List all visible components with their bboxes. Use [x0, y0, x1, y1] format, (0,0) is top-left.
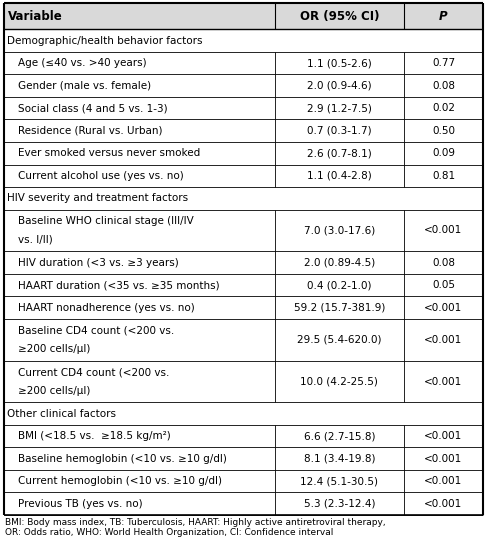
- Text: 2.6 (0.7-8.1): 2.6 (0.7-8.1): [307, 148, 372, 158]
- Text: <0.001: <0.001: [424, 225, 463, 235]
- Text: 0.08: 0.08: [432, 80, 455, 91]
- Bar: [4, 447, 483, 470]
- Text: Demographic/health behavior factors: Demographic/health behavior factors: [7, 36, 203, 45]
- Text: <0.001: <0.001: [424, 302, 463, 313]
- Text: 2.9 (1.2-7.5): 2.9 (1.2-7.5): [307, 103, 372, 113]
- Text: 59.2 (15.7-381.9): 59.2 (15.7-381.9): [294, 302, 385, 313]
- Bar: [4, 492, 483, 515]
- Text: Gender (male vs. female): Gender (male vs. female): [18, 80, 151, 91]
- Text: BMI (<18.5 vs.  ≥18.5 kg/m²): BMI (<18.5 vs. ≥18.5 kg/m²): [18, 431, 171, 441]
- Bar: [4, 210, 483, 251]
- Bar: [4, 187, 483, 210]
- Text: ≥200 cells/µl): ≥200 cells/µl): [18, 386, 91, 395]
- Bar: [4, 97, 483, 119]
- Bar: [4, 165, 483, 187]
- Text: Ever smoked versus never smoked: Ever smoked versus never smoked: [18, 148, 200, 158]
- Text: 0.08: 0.08: [432, 258, 455, 267]
- Text: 2.0 (0.89-4.5): 2.0 (0.89-4.5): [304, 258, 375, 267]
- Text: Current hemoglobin (<10 vs. ≥10 g/dl): Current hemoglobin (<10 vs. ≥10 g/dl): [18, 476, 222, 486]
- Text: 0.02: 0.02: [432, 103, 455, 113]
- Text: Age (≤40 vs. >40 years): Age (≤40 vs. >40 years): [18, 58, 147, 68]
- Bar: [4, 119, 483, 142]
- Text: <0.001: <0.001: [424, 335, 463, 345]
- Text: Previous TB (yes vs. no): Previous TB (yes vs. no): [18, 499, 143, 509]
- Bar: [4, 251, 483, 274]
- Text: 0.05: 0.05: [432, 280, 455, 290]
- Bar: [4, 360, 483, 403]
- Bar: [4, 403, 483, 425]
- Text: Residence (Rural vs. Urban): Residence (Rural vs. Urban): [18, 126, 163, 136]
- Text: 0.09: 0.09: [432, 148, 455, 158]
- Text: 0.77: 0.77: [432, 58, 455, 68]
- Bar: [4, 425, 483, 447]
- Text: ≥200 cells/µl): ≥200 cells/µl): [18, 344, 91, 354]
- Text: 2.0 (0.9-4.6): 2.0 (0.9-4.6): [307, 80, 372, 91]
- Text: 8.1 (3.4-19.8): 8.1 (3.4-19.8): [303, 453, 375, 464]
- Text: Current alcohol use (yes vs. no): Current alcohol use (yes vs. no): [18, 171, 184, 181]
- Text: 0.4 (0.2-1.0): 0.4 (0.2-1.0): [307, 280, 372, 290]
- Text: Baseline hemoglobin (<10 vs. ≥10 g/dl): Baseline hemoglobin (<10 vs. ≥10 g/dl): [18, 453, 227, 464]
- Text: <0.001: <0.001: [424, 431, 463, 441]
- Text: 1.1 (0.5-2.6): 1.1 (0.5-2.6): [307, 58, 372, 68]
- Bar: [4, 470, 483, 492]
- Text: P: P: [439, 10, 448, 22]
- Text: Baseline WHO clinical stage (III/IV: Baseline WHO clinical stage (III/IV: [18, 216, 194, 226]
- Bar: [4, 142, 483, 165]
- Text: <0.001: <0.001: [424, 499, 463, 509]
- Text: 0.50: 0.50: [432, 126, 455, 136]
- Bar: [4, 3, 483, 30]
- Bar: [4, 74, 483, 97]
- Text: 6.6 (2.7-15.8): 6.6 (2.7-15.8): [303, 431, 375, 441]
- Text: <0.001: <0.001: [424, 453, 463, 464]
- Text: Other clinical factors: Other clinical factors: [7, 409, 116, 418]
- Bar: [4, 52, 483, 74]
- Text: Variable: Variable: [8, 10, 63, 22]
- Text: 7.0 (3.0-17.6): 7.0 (3.0-17.6): [304, 225, 375, 235]
- Text: 29.5 (5.4-620.0): 29.5 (5.4-620.0): [297, 335, 381, 345]
- Text: HIV duration (<3 vs. ≥3 years): HIV duration (<3 vs. ≥3 years): [18, 258, 179, 267]
- Bar: [4, 274, 483, 296]
- Text: HAART duration (<35 vs. ≥35 months): HAART duration (<35 vs. ≥35 months): [18, 280, 220, 290]
- Text: <0.001: <0.001: [424, 376, 463, 387]
- Bar: [4, 319, 483, 360]
- Text: 0.81: 0.81: [432, 171, 455, 181]
- Text: 5.3 (2.3-12.4): 5.3 (2.3-12.4): [303, 499, 375, 509]
- Text: 12.4 (5.1-30.5): 12.4 (5.1-30.5): [300, 476, 378, 486]
- Bar: [4, 296, 483, 319]
- Text: Baseline CD4 count (<200 vs.: Baseline CD4 count (<200 vs.: [18, 325, 174, 335]
- Text: Current CD4 count (<200 vs.: Current CD4 count (<200 vs.: [18, 368, 169, 377]
- Text: Social class (4 and 5 vs. 1-3): Social class (4 and 5 vs. 1-3): [18, 103, 168, 113]
- Text: vs. I/II): vs. I/II): [18, 235, 53, 245]
- Bar: [4, 30, 483, 52]
- Text: <0.001: <0.001: [424, 476, 463, 486]
- Text: 1.1 (0.4-2.8): 1.1 (0.4-2.8): [307, 171, 372, 181]
- Text: 0.7 (0.3-1.7): 0.7 (0.3-1.7): [307, 126, 372, 136]
- Text: BMI: Body mass index, TB: Tuberculosis, HAART: Highly active antiretroviral ther: BMI: Body mass index, TB: Tuberculosis, …: [5, 518, 386, 537]
- Text: 10.0 (4.2-25.5): 10.0 (4.2-25.5): [300, 376, 378, 387]
- Text: HAART nonadherence (yes vs. no): HAART nonadherence (yes vs. no): [18, 302, 195, 313]
- Text: OR (95% CI): OR (95% CI): [300, 10, 379, 22]
- Text: HIV severity and treatment factors: HIV severity and treatment factors: [7, 193, 188, 203]
